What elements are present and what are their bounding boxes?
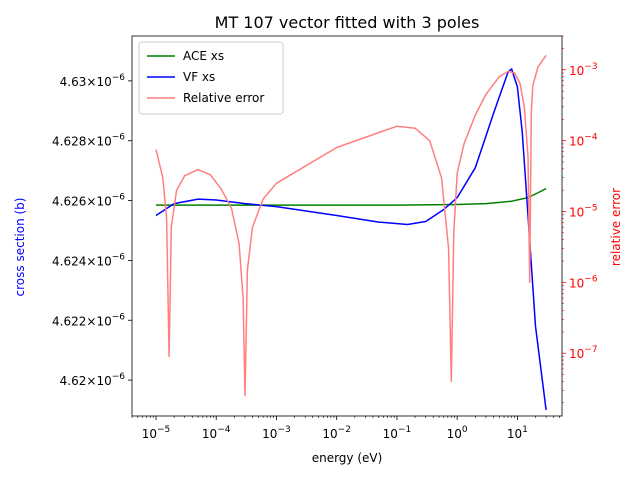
legend-label: Relative error [183,91,264,105]
x-tick-label-exponent: −1 [398,425,411,435]
y-left-tick-label-exponent: −6 [112,193,126,203]
x-tick-label: 10−2 [322,425,351,441]
y-right-tick-label-base: 10 [569,206,584,220]
y-right-tick-label: 10−6 [569,274,598,290]
x-tick-label-exponent: −3 [277,425,290,435]
y-axis-left-label: cross section (b) [13,198,27,297]
y-left-tick-label-exponent: −6 [112,252,126,262]
x-tick-label-exponent: 1 [522,425,528,435]
x-tick-label: 101 [507,425,528,441]
x-tick-label-exponent: −2 [338,425,351,435]
x-tick-label-base: 10 [322,427,337,441]
y-right-tick-label-exponent: −4 [584,133,598,143]
y-left-tick-label-mantissa: 4.628× [52,135,96,149]
y-left-tick-label-base: 10 [96,374,111,388]
x-tick-label: 10−1 [383,425,412,441]
x-tick-label: 10−3 [262,425,291,441]
y-left-tick-label-mantissa: 4.622× [52,314,96,328]
y-right-tick-label-exponent: −5 [584,204,597,214]
legend-label: ACE xs [183,49,224,63]
chart-title: MT 107 vector fitted with 3 poles [215,13,480,32]
y-right-tick-label: 10−7 [569,345,598,361]
x-tick-label: 10−5 [142,425,171,441]
legend: ACE xs VF xs Relative error [138,41,284,115]
y-left-tick-label-mantissa: 4.63× [60,75,97,89]
legend-label: VF xs [183,70,215,84]
y-left-tick-label-mantissa: 4.62× [60,374,97,388]
y-axis-right-label: relative error [609,188,623,266]
y-left-tick-label-base: 10 [96,135,111,149]
y-right-tick-label-base: 10 [569,276,584,290]
y-left-tick-label: 4.622×10−6 [52,312,125,328]
y-left-tick-label-base: 10 [96,254,111,268]
x-tick-label: 10−4 [202,425,231,441]
x-tick-label-exponent: 0 [462,425,468,435]
y-right-tick-label: 10−3 [569,62,598,78]
y-axis-right: 10−710−610−510−410−3 [562,35,598,404]
plot-frame [131,35,563,417]
x-tick-label-base: 10 [262,427,277,441]
y-left-tick-label: 4.624×10−6 [52,252,125,268]
x-axis: 10−5 10−4 10−3 10−2 10−1 100 101 [131,416,560,441]
x-tick-label-base: 10 [202,427,217,441]
legend-box [138,41,284,115]
y-right-tick-label-base: 10 [569,135,584,149]
x-axis-label: energy (eV) [312,451,383,465]
y-left-tick-label-base: 10 [96,314,111,328]
y-left-tick-label: 4.628×10−6 [52,133,125,149]
x-tick-label-base: 10 [142,427,157,441]
y-right-tick-label: 10−4 [569,133,598,149]
x-tick-label-base: 10 [507,427,522,441]
x-tick-label: 100 [447,425,468,441]
y-left-tick-label-exponent: −6 [112,133,126,143]
x-tick-label-exponent: −5 [157,425,170,435]
y-left-tick-label-base: 10 [96,195,111,209]
y-left-tick-label-exponent: −6 [112,73,126,83]
y-left-tick-label-mantissa: 4.626× [52,195,96,209]
y-right-tick-label-exponent: −6 [584,274,598,284]
y-right-tick-label-base: 10 [569,347,584,361]
y-axis-left: 4.62×10−64.622×10−64.624×10−64.626×10−64… [52,73,132,388]
y-right-tick-label: 10−5 [569,204,598,220]
y-left-tick-label-exponent: −6 [112,312,126,322]
y-left-tick-label: 4.62×10−6 [60,372,126,388]
y-left-tick-label-base: 10 [96,75,111,89]
y-left-tick-label-mantissa: 4.624× [52,254,96,268]
y-left-tick-label: 4.626×10−6 [52,193,125,209]
y-right-tick-label-exponent: −3 [584,62,597,72]
x-tick-label-base: 10 [383,427,398,441]
x-tick-label-base: 10 [447,427,462,441]
y-left-tick-label-exponent: −6 [112,372,126,382]
y-left-tick-label: 4.63×10−6 [60,73,126,89]
plot-area [155,54,547,411]
y-right-tick-label-exponent: −7 [584,345,597,355]
x-tick-label-exponent: −4 [217,425,231,435]
y-right-tick-label-base: 10 [569,64,584,78]
relative-error-line [155,54,547,397]
ace-xs-line [156,187,547,206]
vf-xs-line [155,68,547,411]
